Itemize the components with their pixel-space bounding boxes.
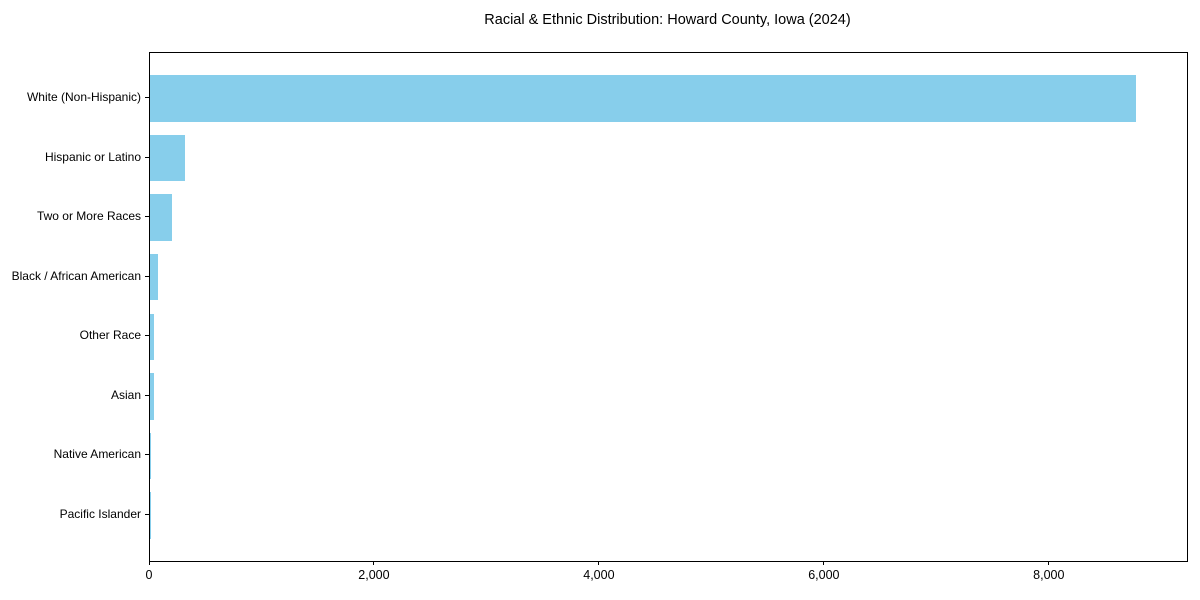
x-tick-mark bbox=[1048, 561, 1050, 565]
chart-title: Racial & Ethnic Distribution: Howard Cou… bbox=[484, 12, 851, 28]
x-tick-mark bbox=[823, 561, 825, 565]
x-tick-label: 2,000 bbox=[358, 568, 390, 582]
x-tick-label: 6,000 bbox=[808, 568, 840, 582]
x-tick-label: 8,000 bbox=[1033, 568, 1065, 582]
x-tick-label: 4,000 bbox=[583, 568, 615, 582]
bar-two-or-more-races bbox=[150, 194, 172, 241]
category-label-other-race: Other Race bbox=[79, 328, 141, 343]
y-tick-mark bbox=[145, 156, 149, 158]
category-label-native-american: Native American bbox=[53, 447, 141, 462]
category-label-white-non-hispanic: White (Non-Hispanic) bbox=[26, 90, 141, 104]
y-tick-mark bbox=[145, 454, 149, 456]
y-tick-mark bbox=[145, 514, 149, 515]
bar-black-african-american bbox=[150, 253, 159, 301]
bar-asian bbox=[150, 373, 154, 420]
y-tick-mark bbox=[145, 335, 149, 337]
category-label-hispanic-or-latino: Hispanic or Latino bbox=[44, 149, 141, 164]
plot-area bbox=[149, 52, 1188, 562]
y-tick-mark bbox=[145, 275, 149, 277]
y-tick-mark bbox=[145, 394, 149, 396]
bar-white-non-hispanic bbox=[150, 75, 1137, 122]
category-label-two-or-more-races: Two or More Races bbox=[36, 209, 141, 224]
category-label-pacific-islander: Pacific Islander bbox=[59, 507, 141, 521]
x-tick-mark bbox=[148, 561, 150, 565]
y-tick-mark bbox=[145, 97, 149, 98]
category-label-asian: Asian bbox=[110, 387, 141, 402]
bar-native-american bbox=[150, 432, 152, 480]
x-tick-label: 0 bbox=[145, 568, 153, 582]
category-label-black-african-american: Black / African American bbox=[11, 268, 141, 283]
y-tick-mark bbox=[145, 216, 149, 218]
x-tick-mark bbox=[598, 561, 600, 565]
bar-hispanic-or-latino bbox=[150, 134, 185, 182]
bar-other-race bbox=[150, 313, 155, 361]
x-tick-mark bbox=[373, 561, 375, 565]
